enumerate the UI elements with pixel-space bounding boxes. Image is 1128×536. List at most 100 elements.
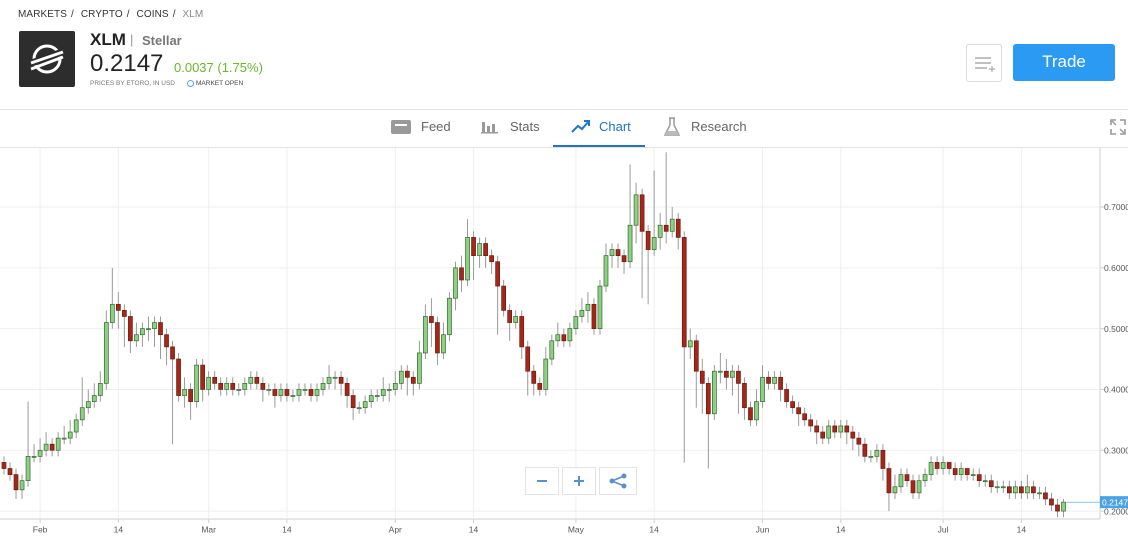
candle-body	[91, 395, 97, 402]
stats-icon	[481, 122, 498, 134]
candle-body	[1025, 486, 1030, 494]
candle-body	[748, 407, 753, 421]
candle-body	[880, 449, 886, 469]
candle-body	[754, 401, 759, 421]
candle-body	[976, 474, 982, 482]
candle-body	[934, 462, 940, 469]
zoom-out-button[interactable]	[525, 467, 559, 495]
candle-body	[868, 456, 874, 458]
candle-body	[940, 462, 946, 469]
zoom-in-button[interactable]	[562, 467, 596, 495]
tab[interactable]: Research	[691, 119, 747, 134]
candle-body	[964, 468, 970, 475]
tab[interactable]: Feed	[421, 119, 451, 134]
candle-body	[435, 322, 440, 354]
candle-body	[958, 468, 964, 475]
candle-body	[970, 474, 976, 476]
candle-body	[97, 383, 103, 396]
candle-body	[537, 383, 543, 390]
candle-body	[772, 376, 777, 384]
candle-body	[465, 237, 470, 281]
candle-body	[561, 334, 567, 342]
candle-body	[326, 376, 332, 384]
candle-body	[531, 370, 537, 384]
candle-body	[441, 334, 446, 354]
candle-body	[176, 358, 181, 396]
plus-icon	[574, 476, 584, 486]
candle-body	[573, 316, 579, 329]
candle-body	[128, 316, 133, 342]
candle-body	[495, 261, 500, 287]
candle-body	[724, 370, 729, 378]
candle-body	[994, 486, 1000, 489]
candle-body	[693, 340, 699, 372]
candle-body	[567, 328, 573, 342]
logo-icon	[27, 44, 67, 74]
candle-body	[410, 376, 416, 384]
candle-body	[1043, 492, 1048, 500]
candle-body	[272, 389, 278, 396]
breadcrumb: MARKETS / CRYPTO / COINS / XLM	[18, 9, 207, 20]
candle-body	[1000, 486, 1006, 489]
candle-body	[140, 328, 145, 336]
breadcrumb-link[interactable]: COINS	[136, 9, 169, 20]
tab[interactable]: Chart	[599, 119, 631, 134]
x-tick-label: 14	[469, 524, 479, 534]
y-tick-label: 0.2000	[1104, 506, 1128, 516]
price-change: 0.0037 (1.75%)	[174, 60, 263, 75]
candle-body	[844, 425, 850, 433]
candle-body	[711, 370, 717, 415]
candle-body	[218, 383, 224, 390]
candle-body	[615, 249, 621, 257]
candle-body	[790, 401, 795, 409]
candle-body	[519, 316, 525, 348]
candle-body	[7, 468, 13, 475]
candle-body	[1019, 486, 1024, 494]
separator: /	[126, 9, 130, 20]
watchlist-button[interactable]	[966, 44, 1002, 82]
candle-body	[850, 431, 856, 439]
candle-body	[1055, 504, 1060, 512]
candle-body	[687, 340, 693, 348]
candle-body	[79, 407, 85, 421]
candle-body	[116, 303, 121, 311]
candle-body	[663, 224, 669, 232]
candle-body	[374, 395, 380, 397]
candle-body	[928, 462, 934, 475]
candle-body	[784, 389, 789, 402]
candle-body	[170, 346, 175, 360]
breadcrumb-link[interactable]: CRYPTO	[80, 9, 123, 20]
tab[interactable]: Stats	[510, 119, 540, 134]
candle-body	[705, 383, 711, 415]
candle-body	[946, 462, 952, 469]
candle-body	[669, 218, 675, 232]
candle-body	[501, 285, 506, 311]
candle-body	[808, 419, 814, 427]
candle-body	[796, 407, 801, 415]
trade-button[interactable]: Trade	[1013, 44, 1115, 81]
candle-body	[182, 389, 187, 396]
symbol: XLM	[90, 30, 126, 49]
share-button[interactable]	[599, 467, 637, 495]
candle-body	[633, 194, 639, 226]
candle-body	[507, 310, 513, 323]
candle-body	[284, 389, 290, 396]
candle-body	[67, 431, 73, 439]
active-tab-indicator	[553, 145, 645, 147]
candle-body	[477, 243, 482, 257]
candle-body	[862, 443, 868, 457]
candle-body	[1006, 486, 1012, 494]
y-tick-label: 0.5000	[1104, 324, 1128, 334]
divider: |	[130, 32, 134, 47]
candle-body	[49, 443, 55, 451]
candle-body	[609, 249, 615, 257]
breadcrumb-link[interactable]: MARKETS	[18, 9, 68, 20]
candle-body	[898, 474, 904, 488]
fullscreen-button[interactable]	[1110, 119, 1126, 135]
candle-body	[597, 285, 603, 329]
candle-body	[423, 316, 428, 354]
candle-body	[886, 468, 892, 494]
candle-body	[103, 322, 109, 384]
chart-icon	[571, 120, 590, 133]
candle-body	[194, 364, 199, 402]
